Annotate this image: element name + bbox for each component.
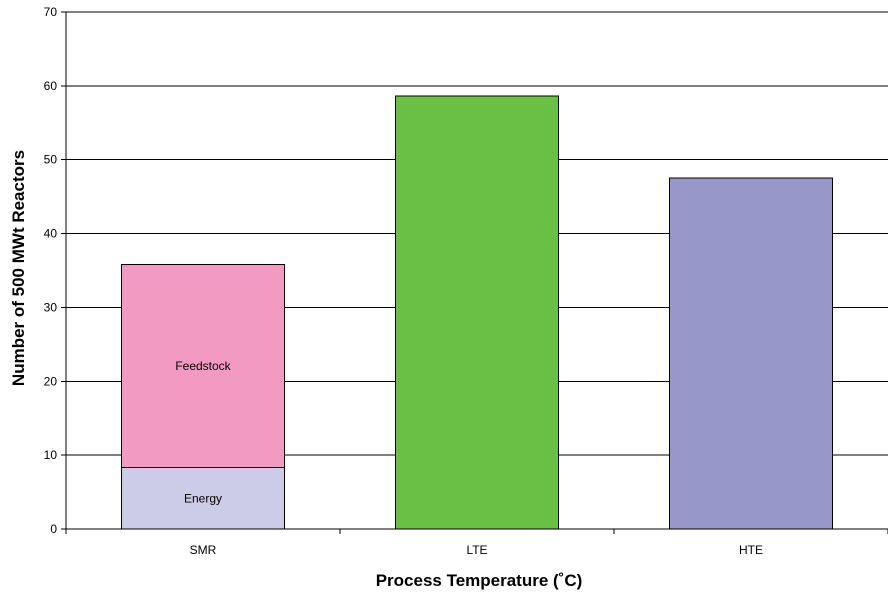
y-tick-label: 70	[44, 5, 58, 19]
labels: 0 10 20 30 40 50 60 70 Energy Feedstock SMR LTE HTE	[44, 5, 763, 557]
y-tick-label: 40	[44, 227, 58, 241]
bar-lte	[395, 95, 559, 530]
x-axis-title: Process Temperature (˚C)	[376, 571, 583, 590]
segment-label: Feedstock	[175, 359, 231, 373]
y-tick-label: 50	[44, 153, 58, 167]
y-tick-label: 20	[44, 374, 58, 388]
axes	[61, 11, 888, 534]
bars	[121, 95, 833, 530]
y-axis-title: Number of 500 MWt Reactors	[9, 150, 28, 386]
y-tick-label: 60	[44, 79, 58, 93]
y-tick-label: 10	[44, 448, 58, 462]
bar-smr-feedstock	[121, 264, 285, 469]
x-tick-label: HTE	[739, 543, 763, 557]
x-tick-label: SMR	[190, 543, 217, 557]
x-tick-label: LTE	[466, 543, 487, 557]
y-tick-label: 0	[50, 522, 57, 536]
bar-hte	[669, 177, 833, 530]
y-tick-label: 30	[44, 300, 58, 314]
segment-label: Energy	[184, 491, 222, 505]
